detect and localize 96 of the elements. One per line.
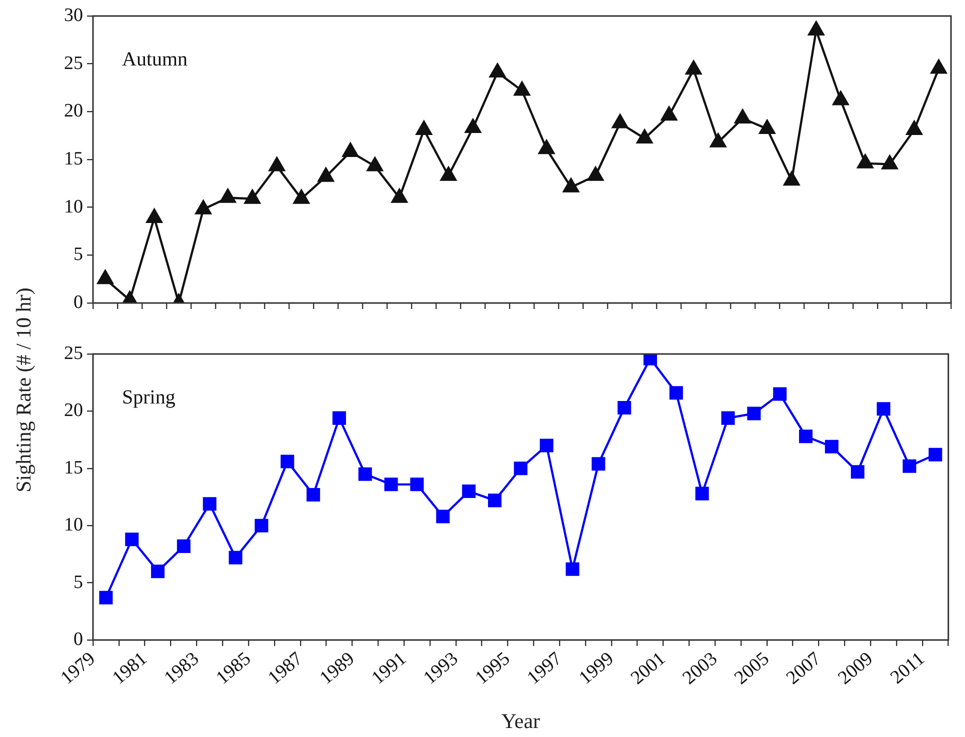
point — [721, 411, 735, 425]
point — [514, 82, 530, 96]
point — [97, 270, 114, 284]
point — [669, 386, 683, 400]
y-tick-label: 10 — [64, 196, 83, 218]
point — [928, 448, 942, 462]
point — [661, 106, 678, 121]
point — [440, 166, 456, 181]
x-tick-label: 1993 — [420, 648, 462, 689]
point — [902, 459, 916, 473]
point — [244, 190, 260, 204]
point — [436, 510, 450, 524]
point — [202, 497, 216, 511]
y-tick-label: 25 — [64, 52, 83, 74]
x-axis-title: Year — [501, 708, 540, 733]
point — [306, 488, 320, 502]
x-tick-label: 1983 — [160, 648, 204, 689]
point — [695, 486, 709, 500]
point — [391, 188, 408, 203]
point — [489, 63, 506, 78]
x-tick-label: 2011 — [886, 648, 929, 688]
point — [318, 168, 334, 182]
x-tick-label: 2001 — [627, 648, 670, 689]
y-tick-label: 5 — [74, 244, 83, 266]
point — [808, 21, 824, 36]
point — [176, 539, 190, 553]
point — [268, 157, 285, 172]
y-tick-label: 10 — [64, 514, 83, 536]
point — [930, 60, 947, 74]
point — [254, 518, 268, 532]
x-tick-label: 1979 — [56, 648, 100, 689]
point — [636, 129, 653, 144]
y-tick-label: 5 — [74, 572, 83, 593]
point — [410, 478, 424, 492]
point — [293, 190, 310, 204]
y-tick-label: 15 — [64, 457, 83, 478]
point — [332, 411, 346, 425]
y-tick-label: 15 — [64, 148, 83, 170]
point — [784, 171, 800, 186]
point — [566, 562, 580, 576]
point — [850, 465, 864, 479]
annotation: Autumn — [122, 48, 188, 70]
x-tick-label: 2009 — [834, 648, 878, 689]
y-tick-label: 30 — [64, 4, 83, 26]
point — [384, 478, 398, 492]
y-tick-label: 20 — [64, 400, 83, 422]
point — [146, 208, 162, 223]
point — [151, 564, 165, 578]
point — [759, 120, 776, 134]
point — [592, 457, 606, 471]
point — [832, 91, 849, 106]
point — [220, 188, 236, 203]
point — [464, 118, 481, 134]
point — [462, 484, 476, 498]
point — [882, 155, 898, 170]
point — [540, 438, 554, 452]
point — [538, 140, 555, 154]
point — [710, 133, 726, 148]
point — [618, 401, 632, 415]
y-tick-label: 0 — [74, 292, 83, 313]
point — [773, 387, 787, 401]
y-tick-label: 25 — [64, 342, 83, 364]
point — [416, 120, 432, 135]
x-tick-label: 1985 — [212, 648, 255, 689]
x-tick-label: 1991 — [368, 648, 410, 689]
point — [125, 532, 139, 546]
x-tick-label: 1981 — [108, 648, 152, 689]
point — [99, 590, 113, 604]
y-tick-label: 20 — [64, 100, 83, 122]
point — [799, 430, 813, 444]
point — [644, 354, 658, 366]
x-tick-label: 2003 — [678, 648, 722, 689]
point — [747, 406, 761, 420]
point — [734, 109, 751, 124]
point — [488, 494, 502, 508]
point — [280, 454, 294, 468]
point — [588, 166, 604, 181]
x-tick-label: 1995 — [472, 648, 514, 689]
x-tick-label: 1999 — [575, 648, 618, 689]
point — [514, 462, 528, 476]
point — [824, 440, 838, 454]
point — [358, 467, 372, 481]
point — [366, 157, 383, 172]
point — [906, 120, 922, 135]
x-tick-label: 1989 — [316, 648, 359, 689]
point — [612, 114, 628, 128]
point — [228, 550, 242, 564]
point — [686, 60, 702, 75]
point — [342, 142, 358, 157]
annotation: Spring — [122, 386, 176, 408]
point — [563, 178, 580, 192]
point — [876, 402, 890, 416]
point — [857, 154, 874, 168]
y-axis-title: Sighting Rate (# / 10 hr) — [12, 288, 36, 492]
y-tick-label: 0 — [74, 628, 83, 650]
point — [195, 200, 212, 214]
